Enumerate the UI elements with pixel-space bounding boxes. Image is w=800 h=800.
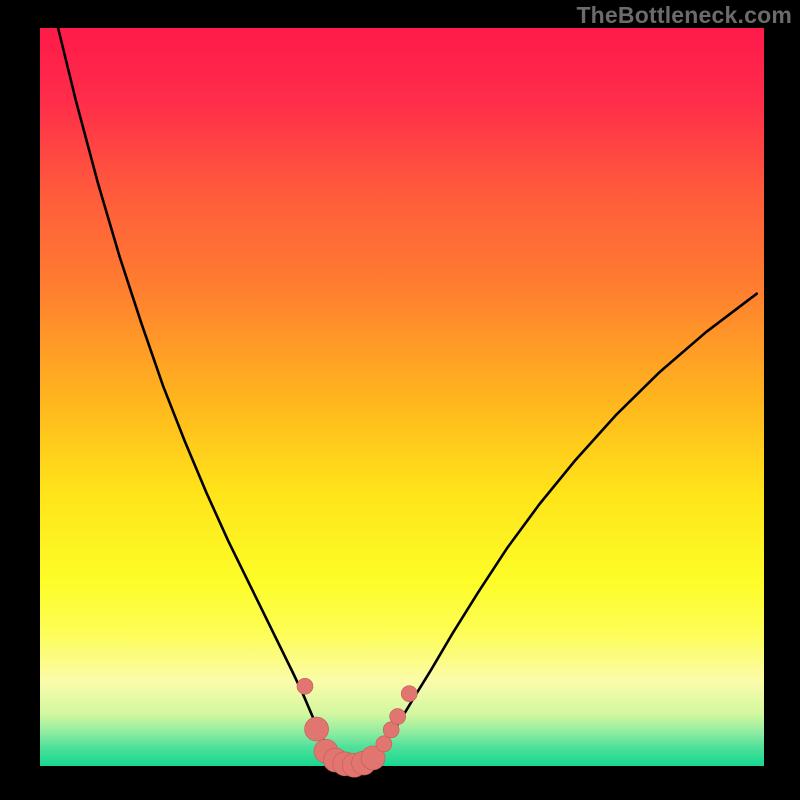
marker-point (305, 717, 329, 741)
watermark-text: TheBottleneck.com (576, 2, 792, 29)
marker-point (390, 709, 406, 725)
plot-area (40, 28, 764, 766)
marker-point (401, 686, 417, 702)
marker-point (297, 678, 313, 694)
marker-point (376, 736, 392, 752)
bottleneck-chart (0, 0, 800, 800)
